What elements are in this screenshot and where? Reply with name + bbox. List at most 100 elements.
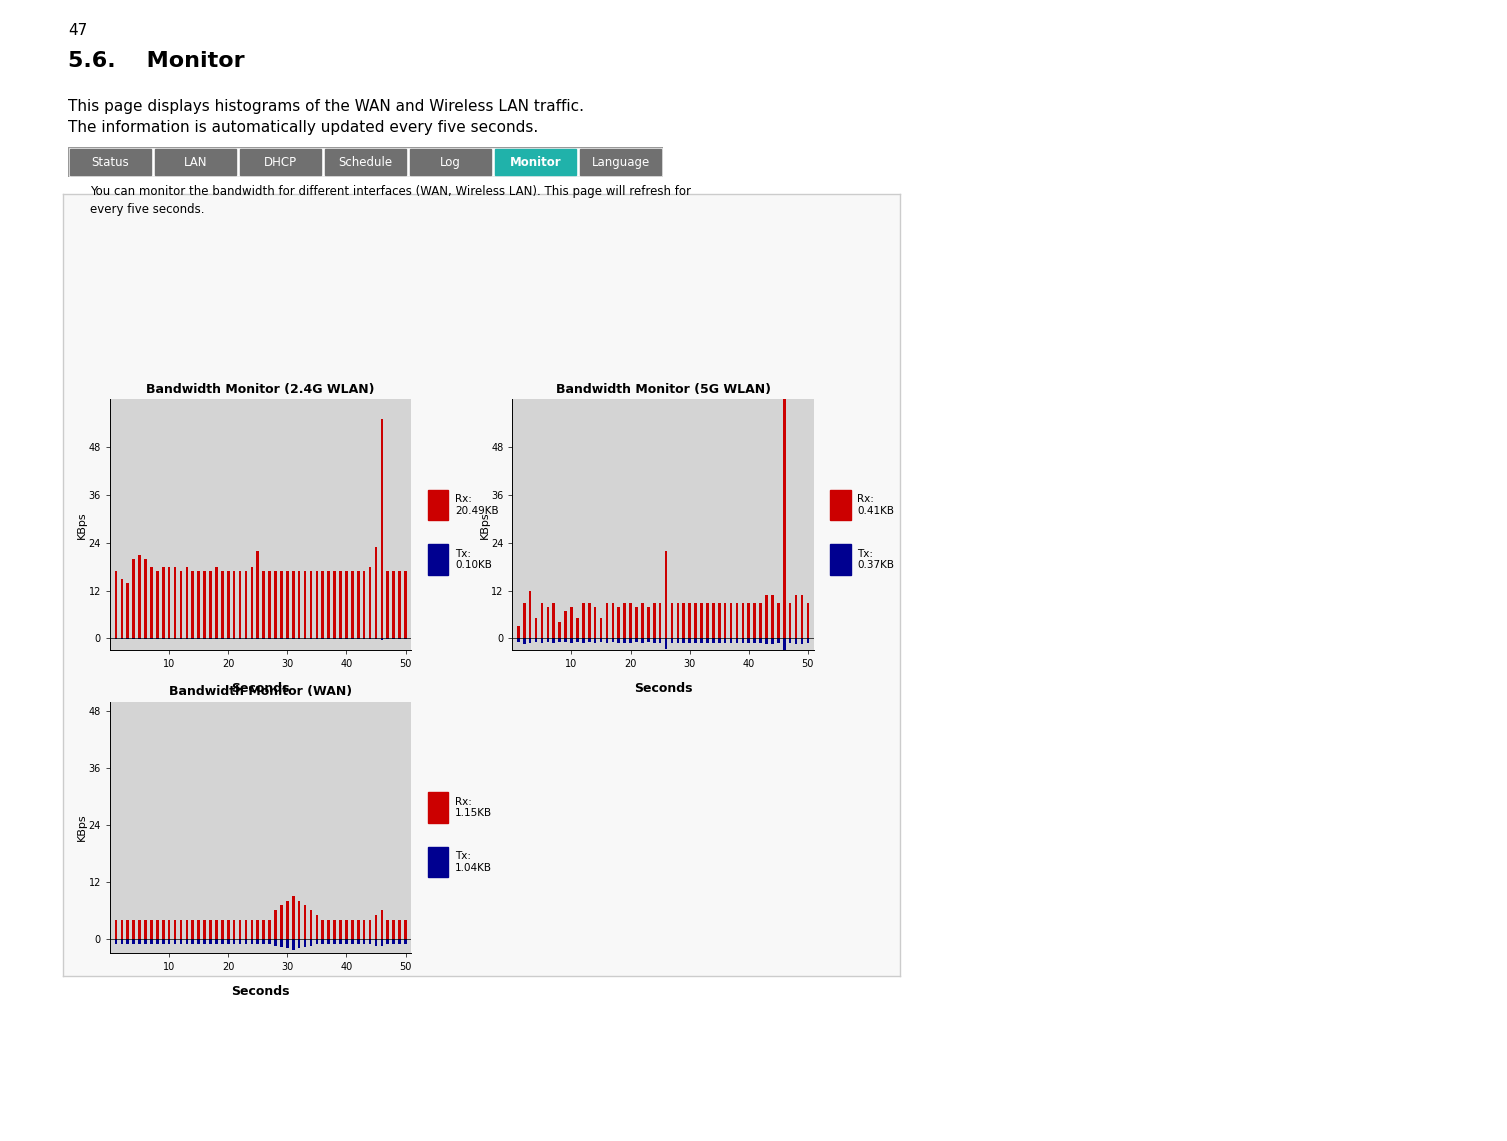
- Bar: [250, 567, 253, 639]
- Bar: [558, 623, 561, 639]
- Bar: [630, 639, 631, 644]
- Bar: [640, 639, 643, 644]
- Bar: [286, 570, 289, 639]
- Bar: [139, 939, 140, 945]
- Bar: [784, 639, 785, 650]
- Bar: [351, 920, 354, 939]
- Bar: [392, 570, 395, 639]
- Text: Log: Log: [440, 155, 461, 169]
- Bar: [315, 939, 318, 945]
- Bar: [222, 939, 223, 945]
- Bar: [428, 544, 449, 575]
- Bar: [588, 639, 591, 642]
- Bar: [167, 939, 170, 945]
- Bar: [173, 567, 176, 639]
- Bar: [274, 570, 277, 639]
- Bar: [582, 639, 585, 644]
- Bar: [428, 792, 449, 823]
- Bar: [529, 639, 532, 644]
- Bar: [523, 639, 526, 645]
- Bar: [133, 920, 136, 939]
- Bar: [754, 639, 757, 644]
- Text: The information is automatically updated every five seconds.: The information is automatically updated…: [68, 120, 538, 135]
- Bar: [794, 594, 797, 639]
- Bar: [594, 639, 597, 644]
- Bar: [155, 939, 158, 945]
- Bar: [541, 639, 543, 644]
- Bar: [185, 920, 188, 939]
- Bar: [216, 920, 217, 939]
- Bar: [357, 570, 360, 639]
- Bar: [191, 939, 194, 945]
- Bar: [228, 920, 229, 939]
- Bar: [191, 920, 194, 939]
- Bar: [576, 618, 579, 639]
- Bar: [228, 939, 229, 945]
- Bar: [216, 567, 217, 639]
- Bar: [564, 610, 567, 639]
- Bar: [250, 939, 253, 945]
- Bar: [683, 639, 686, 644]
- Text: Bandwidth Monitor (2.4G WLAN): Bandwidth Monitor (2.4G WLAN): [146, 383, 375, 396]
- Text: Tx:
0.37KB: Tx: 0.37KB: [857, 549, 895, 570]
- Bar: [689, 639, 692, 644]
- Bar: [517, 639, 520, 642]
- Bar: [139, 920, 140, 939]
- Bar: [588, 602, 591, 639]
- Text: every five seconds.: every five seconds.: [90, 203, 205, 216]
- Bar: [398, 939, 401, 945]
- Bar: [173, 939, 176, 945]
- Bar: [723, 602, 726, 639]
- Bar: [268, 939, 271, 945]
- Bar: [151, 567, 152, 639]
- Bar: [634, 639, 637, 642]
- Text: Seconds: Seconds: [232, 985, 289, 997]
- Bar: [582, 602, 585, 639]
- Bar: [784, 399, 785, 639]
- Bar: [701, 602, 702, 639]
- Bar: [717, 639, 720, 644]
- Text: Status: Status: [92, 155, 130, 169]
- Bar: [600, 639, 603, 642]
- Bar: [363, 570, 366, 639]
- Bar: [766, 594, 769, 639]
- Bar: [351, 939, 354, 945]
- Bar: [570, 607, 573, 639]
- Bar: [327, 570, 330, 639]
- Bar: [167, 920, 170, 939]
- Bar: [115, 570, 118, 639]
- Bar: [256, 920, 259, 939]
- Bar: [262, 920, 265, 939]
- Bar: [304, 570, 306, 639]
- Bar: [145, 559, 146, 639]
- Bar: [309, 939, 312, 946]
- Bar: [250, 920, 253, 939]
- Bar: [760, 639, 763, 644]
- Text: Seconds: Seconds: [232, 682, 289, 695]
- Bar: [197, 939, 200, 945]
- Bar: [760, 602, 763, 639]
- Bar: [729, 602, 732, 639]
- Text: Rx:
20.49KB: Rx: 20.49KB: [455, 494, 499, 516]
- Bar: [665, 551, 668, 639]
- Bar: [155, 570, 158, 639]
- Bar: [369, 920, 371, 939]
- Bar: [363, 939, 366, 945]
- Bar: [386, 920, 389, 939]
- Bar: [618, 639, 619, 644]
- Bar: [695, 602, 696, 639]
- Bar: [324, 148, 407, 176]
- Bar: [772, 639, 773, 645]
- Bar: [321, 939, 324, 945]
- Bar: [392, 939, 395, 945]
- Bar: [304, 939, 306, 947]
- Bar: [145, 920, 146, 939]
- Bar: [127, 583, 130, 639]
- Bar: [600, 618, 603, 639]
- Bar: [151, 920, 152, 939]
- Bar: [238, 570, 241, 639]
- Bar: [173, 920, 176, 939]
- Bar: [392, 920, 395, 939]
- Bar: [747, 639, 750, 644]
- Bar: [268, 570, 271, 639]
